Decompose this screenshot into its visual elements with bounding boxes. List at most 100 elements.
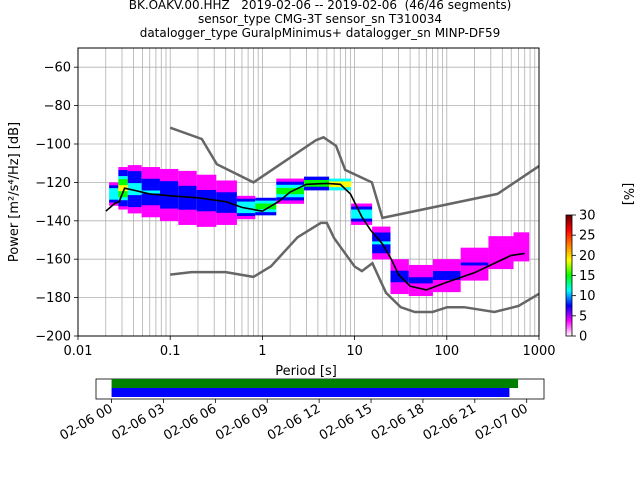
timeline-tick-label: 02-06 09: [213, 401, 271, 443]
heatmap-cell: [178, 206, 197, 211]
timeline-tick-label: 02-06 03: [109, 401, 167, 443]
y-tick-label: −80: [44, 99, 71, 114]
heatmap-cell: [276, 178, 305, 182]
heatmap-cell: [178, 170, 197, 175]
heatmap-cell: [118, 188, 128, 192]
heatmap-cell: [216, 192, 237, 196]
heatmap-cell: [390, 276, 409, 280]
timeline-tick-label: 02-06 12: [265, 401, 323, 443]
heatmap-cell: [408, 271, 433, 275]
chart-title-line-2: sensor_type CMG-3T sensor_sn T310034: [197, 12, 443, 26]
heatmap-cell: [432, 265, 461, 269]
heatmap-cell: [178, 212, 197, 216]
heatmap-cell: [196, 189, 217, 194]
heatmap-cell: [276, 184, 305, 189]
x-tick-label: 1: [258, 344, 266, 359]
heatmap-cell: [141, 172, 160, 177]
heatmap-cell: [216, 221, 237, 225]
heatmap-cell: [432, 277, 461, 281]
y-tick-label: −160: [35, 253, 71, 268]
heatmap-cell: [372, 235, 391, 239]
heatmap-cell: [178, 215, 197, 219]
heatmap-cell: [408, 268, 433, 272]
heatmap-cell: [460, 247, 489, 251]
heatmap-cell: [390, 279, 409, 283]
chart-title-line-3: datalogger_type GuralpMinimus+ datalogge…: [139, 26, 501, 40]
heatmap-cell: [178, 218, 197, 222]
heatmap-cell: [216, 180, 237, 184]
heatmap-cell: [460, 259, 489, 263]
heatmap-cell: [390, 290, 409, 295]
heatmap-cell: [460, 250, 489, 254]
heatmap-cell: [127, 174, 142, 178]
heatmap-cell: [304, 180, 330, 184]
heatmap-cell: [159, 217, 179, 222]
mode-line: [105, 182, 525, 291]
x-tick-label: 100: [434, 344, 459, 359]
heatmap-cell: [118, 173, 128, 177]
heatmap-cell: [127, 177, 142, 181]
heatmap-cell: [460, 253, 489, 257]
heatmap-cell: [488, 250, 514, 255]
plot-frame: [77, 47, 540, 337]
heatmap-cell: [141, 175, 160, 180]
colorbar-tick-label: 5: [579, 309, 587, 324]
heatmap-cell: [513, 240, 530, 245]
heatmap-cell: [390, 262, 409, 266]
heatmap-cell: [159, 184, 179, 188]
heatmap-cell: [351, 203, 373, 207]
heatmap-cell: [118, 206, 128, 210]
heatmap-cell: [159, 178, 179, 182]
timeline-bar: [111, 388, 510, 397]
heatmap-cell: [141, 167, 160, 171]
heatmap-cell: [109, 199, 119, 203]
heatmap-cell: [488, 239, 514, 243]
heatmap-cell: [118, 170, 128, 174]
x-tick-label: 0.01: [64, 344, 93, 359]
heatmap-cell: [127, 171, 142, 175]
x-tick-label: 1000: [522, 344, 555, 359]
heatmap-cell: [329, 184, 352, 188]
colorbar-tick-label: 30: [579, 209, 596, 224]
heatmap-cell: [178, 185, 197, 190]
heatmap-cell: [372, 238, 391, 242]
heatmap-cell: [178, 209, 197, 213]
heatmap-cell: [196, 211, 217, 215]
heatmap-cell: [236, 216, 256, 220]
heatmap-cell: [488, 236, 514, 240]
y-tick-label: −140: [35, 214, 71, 229]
heatmap-cell: [127, 168, 142, 172]
heatmap-cell: [372, 253, 391, 257]
heatmap-cell: [127, 210, 142, 214]
timeline-bar: [111, 379, 519, 388]
heatmap-cell: [432, 288, 461, 293]
heatmap-cell: [141, 202, 160, 206]
heatmap-cell: [109, 188, 119, 192]
timeline-tick-label: 02-06 06: [161, 401, 219, 443]
heatmap-cell: [236, 213, 256, 217]
y-tick-label: −100: [35, 138, 71, 153]
heatmap-cell: [488, 256, 514, 261]
heatmap-cell: [141, 193, 160, 197]
heatmap-cell: [390, 259, 409, 263]
heatmap-cell: [351, 206, 373, 210]
heatmap-cell: [488, 262, 514, 267]
timeline-tick-label: 02-06 15: [317, 401, 375, 443]
heatmap-cell: [255, 212, 277, 216]
new-high-noise-model-line: [169, 126, 539, 220]
heatmap-cell: [178, 221, 197, 225]
y-tick-label: −60: [44, 61, 71, 76]
heatmap-cell: [513, 249, 530, 253]
heatmap-cell: [304, 183, 330, 188]
heatmap-cell: [488, 248, 514, 252]
heatmap-cell: [196, 208, 217, 212]
heatmap-cell: [432, 262, 461, 266]
heatmap-cell: [390, 267, 409, 272]
heatmap-cell: [118, 182, 128, 186]
colorbar-tick-label: 20: [579, 249, 596, 264]
colorbar-tick-label: 0: [579, 330, 587, 345]
heatmap-cell: [408, 264, 433, 269]
colorbar-tick-label: 25: [579, 229, 596, 244]
heatmap-cell: [432, 259, 461, 263]
